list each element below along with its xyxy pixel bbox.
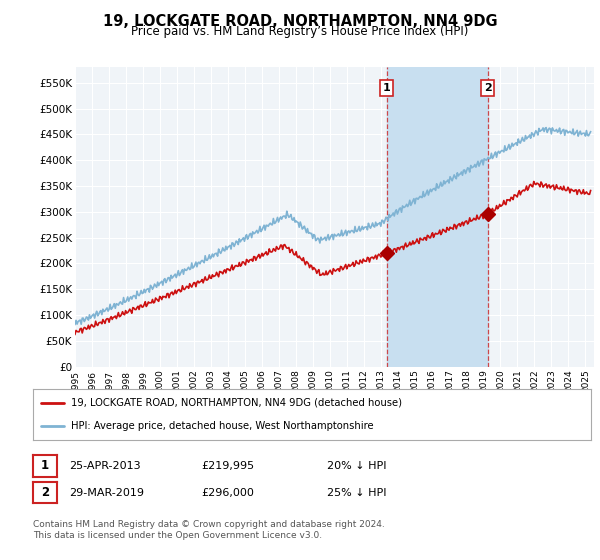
Text: 20% ↓ HPI: 20% ↓ HPI [327, 461, 386, 471]
Text: 19, LOCKGATE ROAD, NORTHAMPTON, NN4 9DG (detached house): 19, LOCKGATE ROAD, NORTHAMPTON, NN4 9DG … [71, 398, 402, 408]
Text: 2: 2 [484, 83, 491, 93]
Text: 25% ↓ HPI: 25% ↓ HPI [327, 488, 386, 498]
Text: HPI: Average price, detached house, West Northamptonshire: HPI: Average price, detached house, West… [71, 421, 374, 431]
Text: £296,000: £296,000 [201, 488, 254, 498]
Text: Contains HM Land Registry data © Crown copyright and database right 2024.
This d: Contains HM Land Registry data © Crown c… [33, 520, 385, 540]
Text: 25-APR-2013: 25-APR-2013 [69, 461, 140, 471]
Text: 2: 2 [41, 486, 49, 500]
Text: £219,995: £219,995 [201, 461, 254, 471]
Text: 1: 1 [41, 459, 49, 473]
Text: 19, LOCKGATE ROAD, NORTHAMPTON, NN4 9DG: 19, LOCKGATE ROAD, NORTHAMPTON, NN4 9DG [103, 14, 497, 29]
Text: 29-MAR-2019: 29-MAR-2019 [69, 488, 144, 498]
Bar [387, 67, 488, 367]
Text: Price paid vs. HM Land Registry’s House Price Index (HPI): Price paid vs. HM Land Registry’s House … [131, 25, 469, 38]
Text: 1: 1 [383, 83, 391, 93]
